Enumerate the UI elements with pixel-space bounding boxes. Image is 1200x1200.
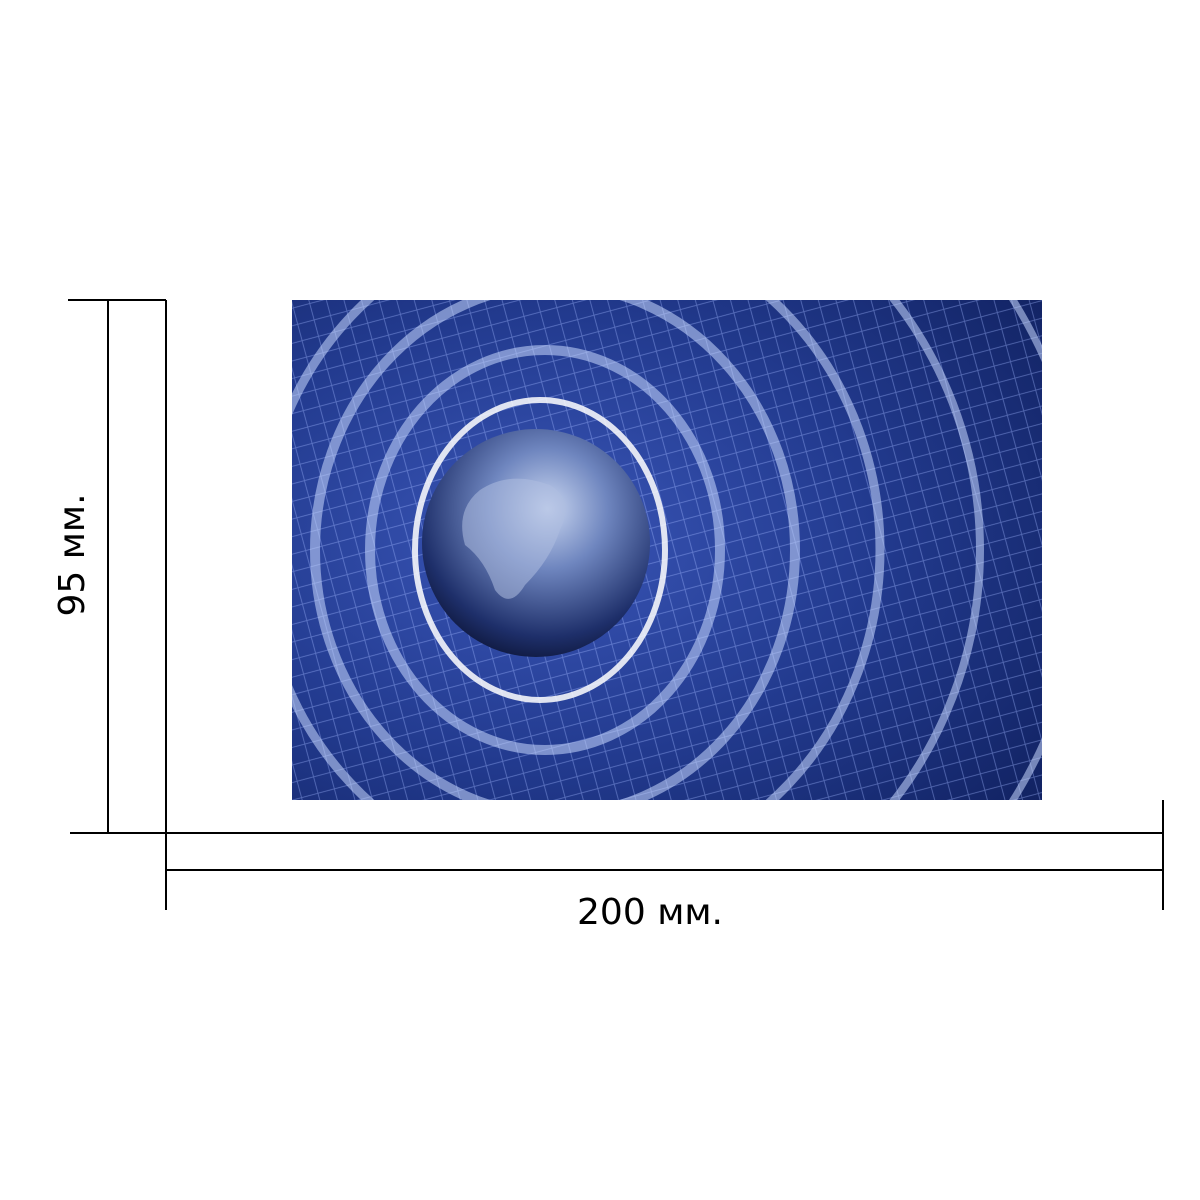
height-label: 95 мм. <box>52 493 93 616</box>
height-dimension: 95 мм. <box>52 299 167 834</box>
width-dimension: 200 мм. <box>165 800 1164 933</box>
product-image <box>292 300 1042 800</box>
width-label: 200 мм. <box>577 892 723 933</box>
